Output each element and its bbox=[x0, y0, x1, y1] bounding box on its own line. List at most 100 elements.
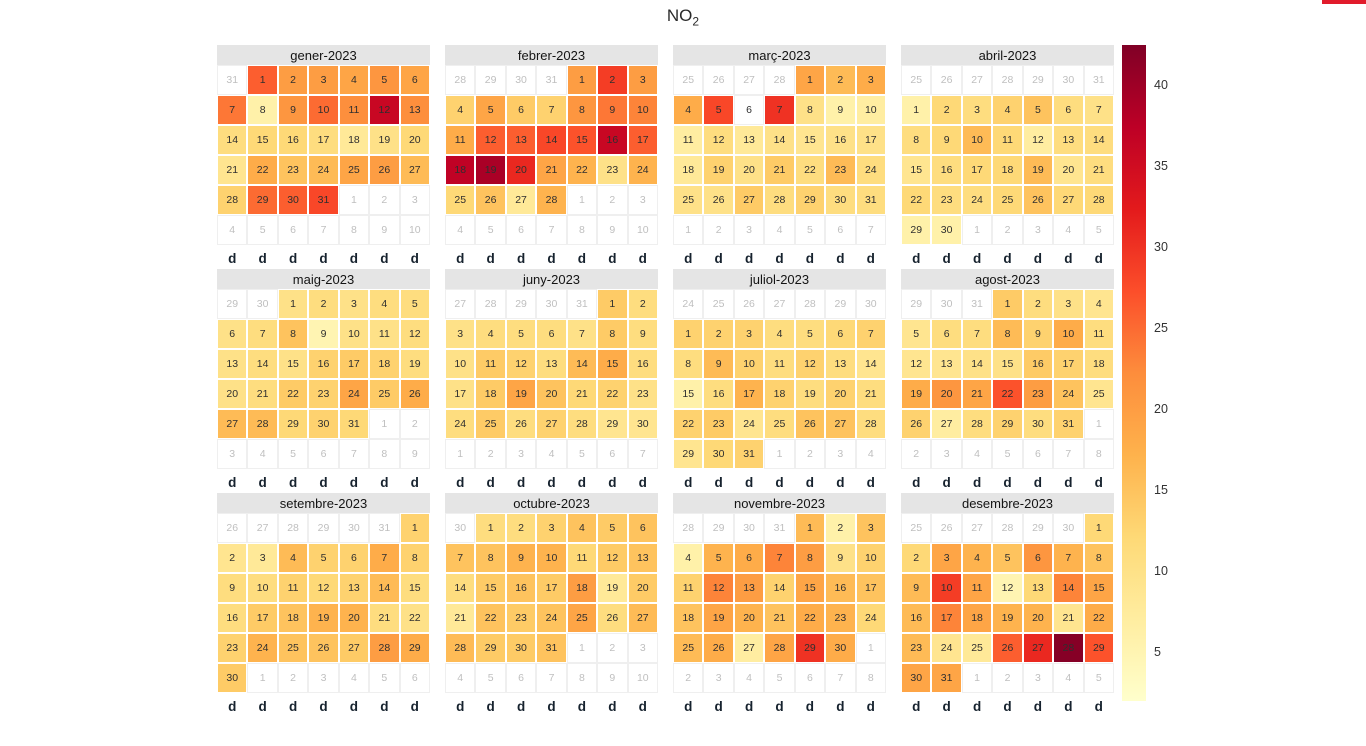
day-cell[interactable]: 10 bbox=[855, 95, 886, 125]
day-cell[interactable]: 1 bbox=[247, 65, 278, 95]
day-cell[interactable]: 24 bbox=[338, 379, 370, 409]
day-cell[interactable]: 4 bbox=[673, 95, 704, 125]
day-cell[interactable]: 18 bbox=[992, 155, 1023, 185]
day-cell[interactable]: 19 bbox=[597, 573, 628, 603]
day-cell[interactable]: 5 bbox=[308, 543, 339, 573]
day-cell[interactable]: 3 bbox=[931, 543, 962, 573]
day-cell[interactable]: 24 bbox=[445, 409, 476, 439]
day-cell[interactable]: 29 bbox=[794, 633, 826, 663]
day-cell[interactable]: 11 bbox=[764, 349, 795, 379]
day-cell[interactable]: 7 bbox=[247, 319, 278, 349]
day-cell[interactable]: 17 bbox=[247, 603, 278, 633]
day-cell[interactable]: 13 bbox=[217, 349, 248, 379]
day-cell[interactable]: 25 bbox=[764, 409, 795, 439]
day-cell[interactable]: 7 bbox=[764, 95, 795, 125]
day-cell[interactable]: 25 bbox=[475, 409, 506, 439]
day-cell[interactable]: 31 bbox=[733, 439, 765, 469]
day-cell[interactable]: 5 bbox=[475, 95, 506, 125]
day-cell[interactable]: 24 bbox=[733, 409, 765, 439]
day-cell[interactable]: 20 bbox=[627, 573, 658, 603]
day-cell[interactable]: 20 bbox=[505, 155, 537, 185]
day-cell[interactable]: 16 bbox=[703, 379, 734, 409]
day-cell[interactable]: 26 bbox=[475, 185, 506, 215]
day-cell[interactable]: 2 bbox=[627, 289, 658, 319]
day-cell[interactable]: 11 bbox=[338, 95, 370, 125]
day-cell[interactable]: 3 bbox=[308, 65, 339, 95]
day-cell[interactable]: 30 bbox=[825, 633, 856, 663]
day-cell[interactable]: 2 bbox=[277, 65, 309, 95]
day-cell[interactable]: 3 bbox=[627, 65, 658, 95]
day-cell[interactable]: 25 bbox=[277, 633, 309, 663]
day-cell[interactable]: 14 bbox=[961, 349, 993, 379]
day-cell[interactable]: 18 bbox=[1083, 349, 1114, 379]
day-cell[interactable]: 26 bbox=[992, 633, 1023, 663]
day-cell[interactable]: 29 bbox=[399, 633, 430, 663]
day-cell[interactable]: 15 bbox=[673, 379, 704, 409]
day-cell[interactable]: 9 bbox=[217, 573, 248, 603]
day-cell[interactable]: 3 bbox=[855, 513, 886, 543]
day-cell[interactable]: 21 bbox=[961, 379, 993, 409]
day-cell[interactable]: 29 bbox=[475, 633, 506, 663]
day-cell[interactable]: 26 bbox=[901, 409, 932, 439]
day-cell[interactable]: 22 bbox=[399, 603, 430, 633]
day-cell[interactable]: 1 bbox=[566, 65, 598, 95]
day-cell[interactable]: 15 bbox=[399, 573, 430, 603]
day-cell[interactable]: 8 bbox=[1083, 543, 1114, 573]
day-cell[interactable]: 12 bbox=[703, 573, 734, 603]
day-cell[interactable]: 13 bbox=[338, 573, 370, 603]
day-cell[interactable]: 15 bbox=[277, 349, 309, 379]
day-cell[interactable]: 18 bbox=[475, 379, 506, 409]
day-cell[interactable]: 2 bbox=[931, 95, 962, 125]
day-cell[interactable]: 15 bbox=[566, 125, 598, 155]
day-cell[interactable]: 28 bbox=[961, 409, 993, 439]
day-cell[interactable]: 4 bbox=[1083, 289, 1114, 319]
day-cell[interactable]: 23 bbox=[627, 379, 658, 409]
day-cell[interactable]: 2 bbox=[825, 513, 856, 543]
day-cell[interactable]: 24 bbox=[1053, 379, 1084, 409]
day-cell[interactable]: 9 bbox=[1022, 319, 1054, 349]
day-cell[interactable]: 4 bbox=[475, 319, 506, 349]
day-cell[interactable]: 1 bbox=[399, 513, 430, 543]
day-cell[interactable]: 9 bbox=[825, 95, 856, 125]
day-cell[interactable]: 30 bbox=[505, 633, 537, 663]
day-cell[interactable]: 2 bbox=[597, 65, 628, 95]
day-cell[interactable]: 22 bbox=[673, 409, 704, 439]
day-cell[interactable]: 2 bbox=[217, 543, 248, 573]
day-cell[interactable]: 10 bbox=[338, 319, 370, 349]
day-cell[interactable]: 20 bbox=[733, 603, 765, 633]
day-cell[interactable]: 13 bbox=[505, 125, 537, 155]
day-cell[interactable]: 25 bbox=[673, 185, 704, 215]
day-cell[interactable]: 20 bbox=[338, 603, 370, 633]
day-cell[interactable]: 13 bbox=[627, 543, 658, 573]
day-cell[interactable]: 22 bbox=[901, 185, 932, 215]
day-cell[interactable]: 6 bbox=[536, 319, 567, 349]
day-cell[interactable]: 9 bbox=[931, 125, 962, 155]
day-cell[interactable]: 8 bbox=[247, 95, 278, 125]
day-cell[interactable]: 24 bbox=[627, 155, 658, 185]
day-cell[interactable]: 16 bbox=[597, 125, 628, 155]
day-cell[interactable]: 16 bbox=[931, 155, 962, 185]
day-cell[interactable]: 4 bbox=[445, 95, 476, 125]
day-cell[interactable]: 1 bbox=[794, 513, 826, 543]
day-cell[interactable]: 7 bbox=[1083, 95, 1114, 125]
day-cell[interactable]: 1 bbox=[277, 289, 309, 319]
day-cell[interactable]: 6 bbox=[338, 543, 370, 573]
day-cell[interactable]: 27 bbox=[505, 185, 537, 215]
day-cell[interactable]: 14 bbox=[764, 125, 795, 155]
day-cell[interactable]: 5 bbox=[992, 543, 1023, 573]
day-cell[interactable]: 17 bbox=[1053, 349, 1084, 379]
day-cell[interactable]: 10 bbox=[627, 95, 658, 125]
day-cell[interactable]: 8 bbox=[901, 125, 932, 155]
day-cell[interactable]: 19 bbox=[794, 379, 826, 409]
day-cell[interactable]: 9 bbox=[308, 319, 339, 349]
day-cell[interactable]: 1 bbox=[794, 65, 826, 95]
day-cell[interactable]: 16 bbox=[277, 125, 309, 155]
day-cell[interactable]: 7 bbox=[217, 95, 248, 125]
day-cell[interactable]: 28 bbox=[566, 409, 598, 439]
day-cell[interactable]: 17 bbox=[855, 125, 886, 155]
day-cell[interactable]: 15 bbox=[901, 155, 932, 185]
day-cell[interactable]: 8 bbox=[566, 95, 598, 125]
day-cell[interactable]: 2 bbox=[825, 65, 856, 95]
day-cell[interactable]: 16 bbox=[901, 603, 932, 633]
day-cell[interactable]: 13 bbox=[1053, 125, 1084, 155]
